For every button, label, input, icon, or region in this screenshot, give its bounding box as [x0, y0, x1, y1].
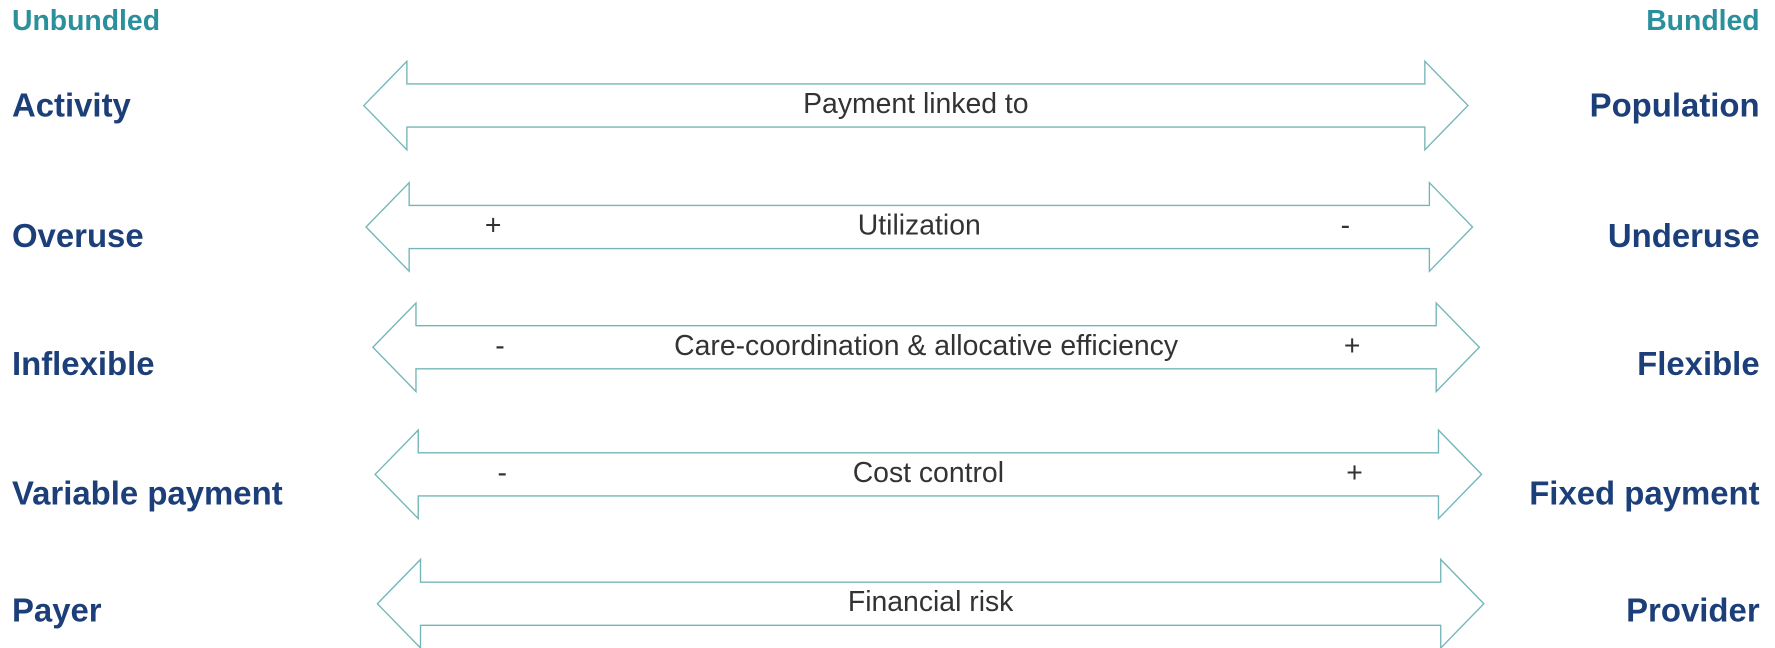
double-arrow [365, 181, 1474, 273]
row-left-label: Inflexible [12, 345, 155, 382]
double-arrow [374, 428, 1483, 521]
row-left-label: Overuse [12, 217, 144, 254]
row-right-label: Flexible [1637, 345, 1760, 382]
left-sign: + [485, 209, 502, 241]
header-right: Bundled [1646, 5, 1759, 37]
arrow-label: Cost control [853, 457, 1004, 489]
arrow-label: Care-coordination & allocative efficienc… [674, 330, 1179, 362]
arrow-label: Financial risk [848, 586, 1014, 618]
row-left-label: Variable payment [12, 475, 283, 512]
arrow-label: Payment linked to [803, 88, 1028, 120]
right-sign: + [1344, 330, 1361, 362]
arrow-label: Utilization [858, 209, 981, 241]
row-right-label: Fixed payment [1529, 475, 1759, 512]
left-sign: - [495, 330, 504, 362]
right-sign: + [1346, 457, 1363, 489]
row-left-label: Activity [12, 86, 132, 123]
row-right-label: Population [1590, 86, 1760, 123]
right-sign: - [1341, 209, 1350, 241]
double-arrow [376, 557, 1485, 648]
double-arrow [371, 301, 1481, 394]
left-sign: - [497, 457, 506, 489]
row-right-label: Provider [1626, 592, 1760, 629]
header-left: Unbundled [12, 5, 160, 37]
row-left-label: Payer [12, 592, 102, 629]
double-arrow [362, 59, 1469, 152]
row-right-label: Underuse [1608, 217, 1760, 254]
